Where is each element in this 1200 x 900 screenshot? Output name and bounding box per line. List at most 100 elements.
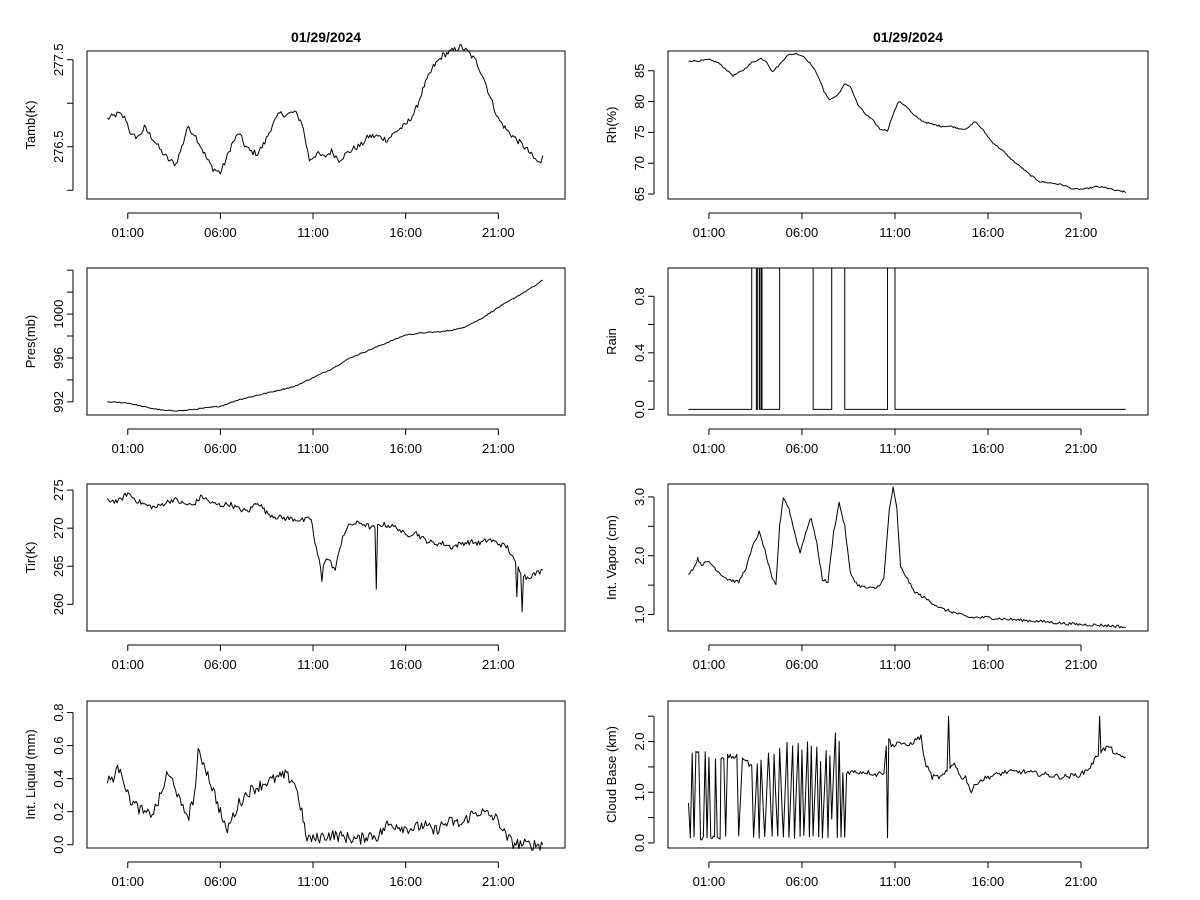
chart-title-rh: 01/29/2024 (873, 29, 943, 45)
y-tick-label-vapor: 3.0 (632, 488, 647, 506)
y-tick-label-rh: 70 (632, 156, 647, 170)
series-line-pres (107, 279, 543, 412)
y-tick-label-liquid: 0.6 (51, 737, 66, 755)
y-tick-label-pres: 1000 (51, 300, 66, 329)
y-axis-label-tir: Tir(K) (23, 541, 38, 573)
x-tick-label-vapor: 01:00 (693, 657, 726, 672)
panel-cloudbase: 01:00 06:00 11:00 16:00 21:00 0.0 1.0 2.0 Cloud … (604, 700, 1149, 889)
plot-frame-cloudbase (667, 700, 1149, 849)
y-axis-label-vapor: Int. Vapor (cm) (604, 515, 619, 600)
x-tick-label-vapor: 11:00 (879, 657, 911, 672)
y-axis-label-rh: Rh(%) (604, 107, 619, 144)
y-tick-label-tamb: 276.5 (51, 130, 66, 163)
series-line-vapor (688, 486, 1126, 629)
y-tick-label-liquid: 0.8 (51, 704, 66, 722)
x-tick-label-liquid: 16:00 (389, 874, 422, 889)
y-tick-label-rain: 0.0 (632, 400, 647, 418)
x-tick-label-cloudbase: 11:00 (879, 874, 911, 889)
y-tick-label-rh: 85 (632, 63, 647, 77)
x-tick-label-cloudbase: 21:00 (1065, 874, 1098, 889)
y-tick-label-rh: 75 (632, 125, 647, 139)
y-tick-label-rain: 0.4 (632, 344, 647, 362)
y-axis-label-cloudbase: Cloud Base (km) (604, 726, 619, 823)
panel-tamb: 01/29/2024 01:00 06:00 11:00 16:00 21:00 276.5… (23, 29, 566, 240)
x-tick-label-cloudbase: 16:00 (972, 874, 1005, 889)
x-tick-label-pres: 21:00 (482, 441, 515, 456)
y-tick-label-tamb: 277.5 (51, 43, 66, 76)
plot-frame-rain (667, 267, 1149, 416)
y-tick-label-liquid: 0.2 (51, 803, 66, 821)
x-tick-label-pres: 16:00 (389, 441, 422, 456)
y-tick-label-rh: 65 (632, 187, 647, 201)
plot-frame-vapor (667, 483, 1149, 632)
chart-title-tamb: 01/29/2024 (291, 29, 361, 45)
x-tick-label-cloudbase: 01:00 (693, 874, 726, 889)
x-tick-label-rh: 11:00 (879, 225, 911, 240)
y-axis-label-pres: Pres(mb) (23, 315, 38, 368)
x-tick-label-rh: 06:00 (786, 225, 819, 240)
plot-frame-pres (86, 267, 566, 416)
panel-pres: 01:00 06:00 11:00 16:00 21:00 992 996 1000 Pres(… (23, 267, 566, 456)
y-axis-label-tamb: Tamb(K) (23, 100, 38, 149)
plot-frame-liquid (86, 700, 566, 849)
y-axis-label-rain: Rain (604, 328, 619, 355)
x-tick-label-tir: 16:00 (389, 657, 422, 672)
plot-frame-tamb (86, 50, 566, 200)
series-line-tir (106, 492, 544, 613)
x-tick-label-rain: 21:00 (1065, 441, 1098, 456)
panel-tir: 01:00 06:00 11:00 16:00 21:00 260 265 270 275 Tir… (23, 479, 566, 672)
x-tick-label-vapor: 06:00 (786, 657, 819, 672)
y-tick-label-liquid: 0.0 (51, 836, 66, 854)
series-line-rain (688, 267, 1126, 410)
x-tick-label-vapor: 21:00 (1065, 657, 1098, 672)
x-tick-label-rain: 11:00 (879, 441, 911, 456)
y-tick-label-liquid: 0.4 (51, 770, 66, 788)
panel-vapor: 01:00 06:00 11:00 16:00 21:00 1.0 2.0 3.0 Int. V… (604, 483, 1149, 672)
series-line-rh (688, 52, 1127, 194)
x-tick-label-liquid: 06:00 (204, 874, 237, 889)
series-line-tamb (107, 44, 544, 175)
x-tick-label-rh: 01:00 (693, 225, 726, 240)
x-tick-label-tir: 21:00 (482, 657, 515, 672)
y-tick-label-cloudbase: 1.0 (632, 783, 647, 801)
x-tick-label-tamb: 16:00 (389, 225, 422, 240)
x-tick-label-tir: 06:00 (204, 657, 237, 672)
y-axis-label-liquid: Int. Liquid (mm) (23, 729, 38, 819)
y-tick-label-tir: 270 (51, 517, 66, 539)
series-line-liquid (106, 747, 544, 851)
x-tick-label-tamb: 01:00 (111, 225, 144, 240)
x-tick-label-rain: 16:00 (972, 441, 1005, 456)
y-tick-label-vapor: 1.0 (632, 605, 647, 623)
y-tick-label-cloudbase: 2.0 (632, 733, 647, 751)
x-tick-label-liquid: 11:00 (297, 874, 329, 889)
x-tick-label-tamb: 11:00 (297, 225, 329, 240)
y-tick-label-rain: 0.8 (632, 287, 647, 305)
x-tick-label-tamb: 21:00 (482, 225, 515, 240)
y-tick-label-pres: 996 (51, 347, 66, 369)
panel-rain: 01:00 06:00 11:00 16:00 21:00 0.0 0.4 0.8 Rain (604, 267, 1149, 456)
y-tick-label-pres: 992 (51, 391, 66, 413)
panel-rh: 01/29/2024 01:00 06:00 11:00 16:00 21:00 65 70 7… (604, 29, 1149, 240)
x-tick-label-cloudbase: 06:00 (786, 874, 819, 889)
y-tick-label-tir: 265 (51, 555, 66, 577)
x-tick-label-pres: 06:00 (204, 441, 237, 456)
y-tick-label-vapor: 2.0 (632, 547, 647, 565)
x-tick-label-tir: 11:00 (297, 657, 329, 672)
series-line-cloudbase (687, 715, 1126, 841)
x-tick-label-tamb: 06:00 (204, 225, 237, 240)
x-tick-label-pres: 11:00 (297, 441, 329, 456)
x-tick-label-rh: 16:00 (972, 225, 1005, 240)
y-tick-label-cloudbase: 0.0 (632, 834, 647, 852)
x-tick-label-rh: 21:00 (1065, 225, 1098, 240)
x-tick-label-vapor: 16:00 (972, 657, 1005, 672)
panel-liquid: 01:00 06:00 11:00 16:00 21:00 0.0 0.2 0.4 0.6 0.8… (23, 700, 566, 889)
plot-frame-rh (667, 50, 1149, 200)
x-tick-label-rain: 01:00 (693, 441, 726, 456)
x-tick-label-tir: 01:00 (111, 657, 144, 672)
x-tick-label-liquid: 21:00 (482, 874, 515, 889)
x-tick-label-rain: 06:00 (786, 441, 819, 456)
x-tick-label-pres: 01:00 (111, 441, 144, 456)
y-tick-label-tir: 260 (51, 593, 66, 615)
y-tick-label-tir: 275 (51, 479, 66, 501)
